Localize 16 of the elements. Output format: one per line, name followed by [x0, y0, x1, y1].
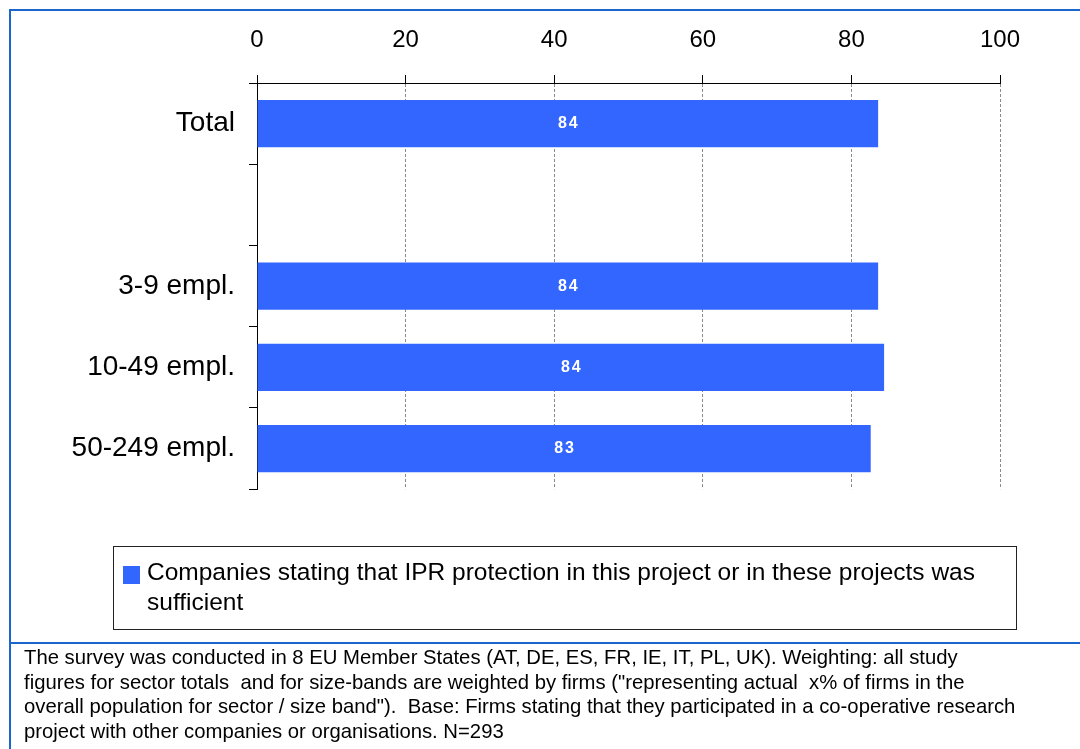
x-tick-label: 20 — [392, 25, 419, 53]
data-label: 83 — [554, 438, 577, 456]
y-tick-label: 10-49 empl. — [87, 350, 235, 382]
y-tick-label: 3-9 empl. — [118, 268, 235, 300]
x-tick-label: 40 — [540, 25, 568, 53]
data-label: 84 — [560, 357, 583, 375]
x-tick-label: 100 — [979, 25, 1021, 53]
data-label: 84 — [557, 276, 580, 294]
x-tick-label: 60 — [689, 25, 717, 53]
legend-label: Companies stating that IPR protection in this project or in these projects was sufficient — [147, 557, 976, 617]
x-tick-label: 80 — [838, 25, 865, 53]
data-label: 84 — [557, 114, 580, 132]
y-tick-label: Total — [175, 106, 235, 138]
x-tick-label: 0 — [250, 25, 264, 53]
y-tick-label: 50-249 empl. — [71, 431, 235, 463]
text: The survey was conducted in 8 EU Member States (AT, DE, ES, FR, IE, IT, PL, UK). Weighting: all study figures for sector totals and for size-bands are weighted by firms ("representing actual x% of firms in the overall population for sector / size band"). Base: Firms stating that they participated in a co-operative research project with other companies or organisations. N=293 — [24, 645, 1017, 743]
